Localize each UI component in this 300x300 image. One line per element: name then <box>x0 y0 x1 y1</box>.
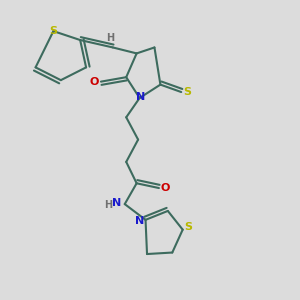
Text: S: S <box>50 26 57 36</box>
Text: H: H <box>106 33 115 43</box>
Text: N: N <box>112 198 121 208</box>
Text: S: S <box>184 87 192 97</box>
Text: N: N <box>135 216 144 226</box>
Text: H: H <box>104 200 112 210</box>
Text: N: N <box>136 92 145 102</box>
Text: S: S <box>184 222 193 232</box>
Text: O: O <box>161 183 170 193</box>
Text: O: O <box>90 76 99 87</box>
